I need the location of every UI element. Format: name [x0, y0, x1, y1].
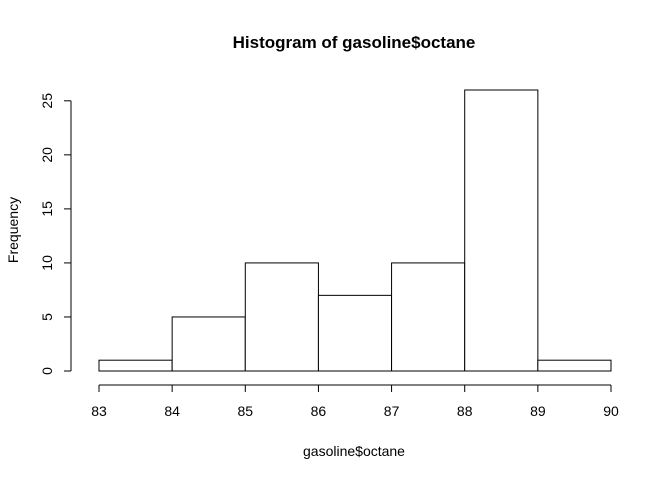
x-tick-label: 90: [603, 403, 619, 419]
histogram-bar: [171, 316, 246, 372]
histogram-bar: [244, 262, 319, 372]
y-tick-label: 25: [39, 93, 55, 109]
histogram-bar: [464, 89, 539, 372]
y-axis-label: Frequency: [5, 197, 21, 263]
x-tick-label: 85: [237, 403, 253, 419]
chart-title: Histogram of gasoline$octane: [233, 33, 476, 52]
y-axis: 0 5 10 15 20 25: [39, 93, 72, 375]
x-axis-label: gasoline$octane: [303, 443, 405, 459]
x-tick-label: 83: [91, 403, 107, 419]
histogram-bar: [391, 262, 466, 372]
y-tick-label: 5: [39, 313, 55, 321]
x-tick-label: 89: [530, 403, 546, 419]
x-tick-label: 87: [384, 403, 400, 419]
histogram-bar: [317, 294, 393, 372]
bars-group: [98, 89, 612, 372]
y-tick-label: 15: [39, 201, 55, 217]
x-tick-label: 86: [311, 403, 327, 419]
y-tick-label: 0: [39, 367, 55, 375]
x-axis: 83 84 85 86 87 88 89 90: [91, 384, 619, 419]
histogram-bar: [98, 359, 173, 372]
y-tick-label: 20: [39, 147, 55, 163]
y-tick-label: 10: [39, 255, 55, 271]
histogram-bar: [537, 359, 612, 372]
x-tick-label: 88: [457, 403, 473, 419]
x-tick-label: 84: [164, 403, 180, 419]
